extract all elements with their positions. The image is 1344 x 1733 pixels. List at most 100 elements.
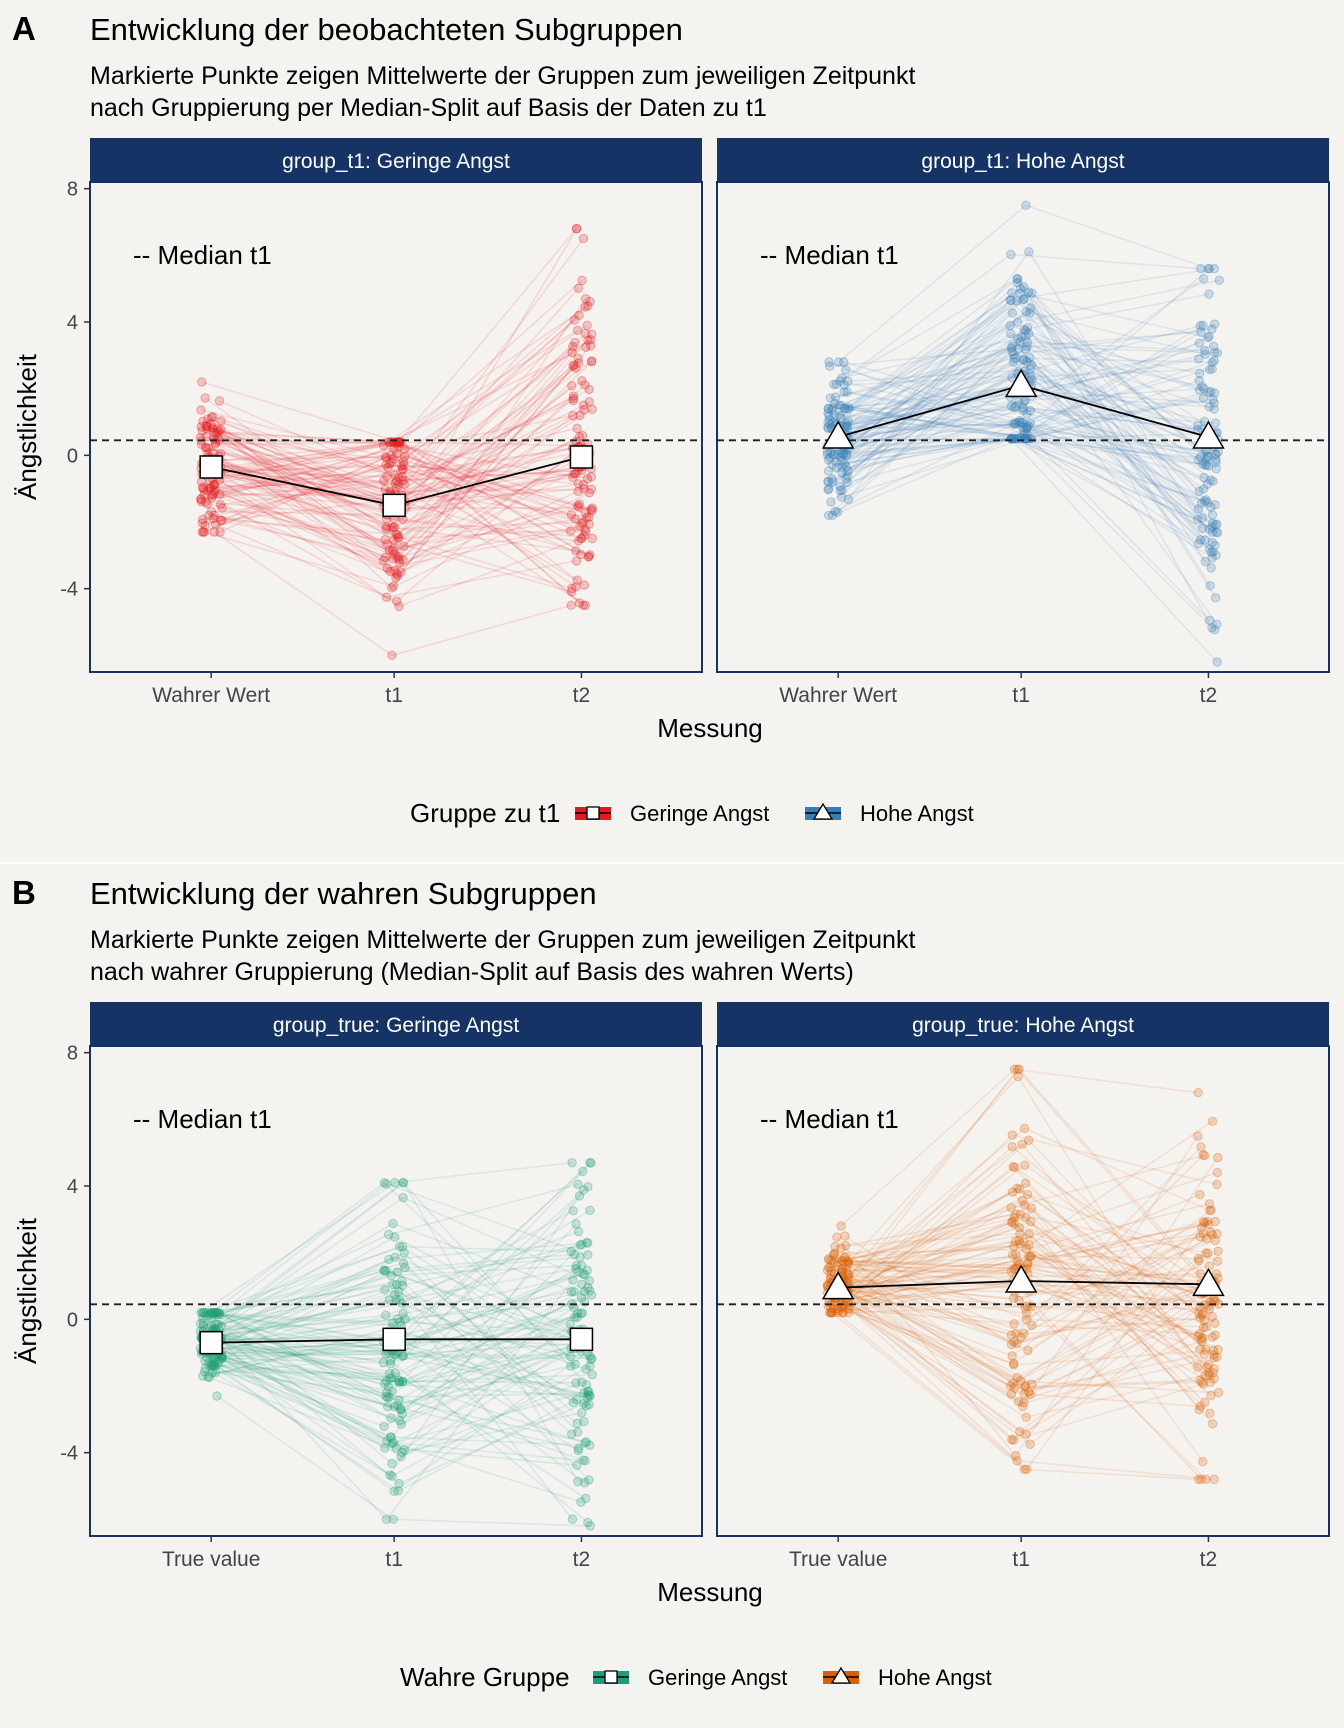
observation-point <box>1199 472 1209 483</box>
observation-point <box>398 476 408 486</box>
observation-point <box>565 1351 576 1362</box>
observation-point <box>197 482 208 493</box>
observation-point <box>1022 433 1032 444</box>
observation-point <box>1195 452 1206 462</box>
trajectory-line <box>207 319 576 492</box>
trajectory-line <box>220 441 589 558</box>
trajectory-line <box>827 1291 1201 1408</box>
observation-point <box>1208 1368 1218 1378</box>
observation-point <box>209 479 219 490</box>
legend-label: Geringe Angst <box>648 1665 787 1690</box>
observation-point <box>206 412 217 423</box>
observation-point <box>838 1307 848 1318</box>
trajectory-line <box>211 1323 571 1451</box>
observation-point <box>213 1307 224 1318</box>
trajectory-line <box>845 1288 1204 1441</box>
observation-point <box>1012 433 1022 444</box>
observation-point <box>1019 429 1030 440</box>
observation-point <box>390 1252 400 1262</box>
trajectory-line <box>839 356 1214 524</box>
observation-point <box>582 320 592 331</box>
observation-point <box>207 1367 218 1378</box>
trajectory-line <box>201 228 578 443</box>
observation-point <box>833 357 844 367</box>
observation-point <box>384 1392 394 1402</box>
trajectory-line <box>827 1263 1200 1315</box>
observation-point <box>838 1307 848 1318</box>
trajectory-line <box>845 311 1210 480</box>
observation-point <box>398 456 409 466</box>
observation-point <box>394 1375 404 1385</box>
observation-point <box>1210 1330 1221 1340</box>
observation-point <box>573 283 584 294</box>
observation-point <box>1021 1244 1031 1255</box>
observation-point <box>1012 274 1022 284</box>
trajectory-line <box>201 1256 581 1353</box>
observation-point <box>585 1391 595 1402</box>
observation-point <box>216 515 226 526</box>
observation-point <box>1014 397 1024 407</box>
observation-point <box>843 402 854 413</box>
observation-point <box>1209 1373 1219 1384</box>
observation-point <box>571 556 582 566</box>
observation-point <box>1009 1212 1019 1223</box>
observation-point <box>214 396 225 406</box>
observation-point <box>833 1258 843 1268</box>
observation-point <box>1015 1239 1025 1249</box>
observation-point <box>197 527 207 537</box>
observation-point <box>386 1432 396 1442</box>
observation-point <box>574 1191 585 1201</box>
trajectory-line <box>219 455 593 512</box>
trajectory-line <box>847 1145 1213 1318</box>
trajectory-line <box>833 1254 1204 1387</box>
observation-point <box>388 522 398 532</box>
observation-point <box>196 405 206 415</box>
observation-point <box>1196 498 1207 509</box>
observation-point <box>569 1287 579 1297</box>
observation-point <box>837 373 847 383</box>
observation-point <box>1006 295 1016 306</box>
observation-point <box>388 581 399 591</box>
trajectory-line <box>216 1395 591 1527</box>
observation-point <box>1021 200 1031 211</box>
observation-point <box>1022 341 1032 351</box>
observation-point <box>835 452 846 463</box>
trajectory-line <box>846 335 1210 436</box>
trajectory-line <box>835 345 1207 466</box>
trajectory-line <box>217 441 590 525</box>
observation-point <box>1213 1344 1223 1355</box>
observation-point <box>1204 544 1214 554</box>
observation-point <box>1009 1319 1019 1329</box>
observation-point <box>841 1265 852 1275</box>
observation-point <box>1211 457 1221 467</box>
trajectory-line <box>841 1286 1212 1433</box>
observation-point <box>384 459 395 469</box>
trajectory-line <box>828 350 1214 516</box>
observation-point <box>1006 1266 1017 1277</box>
trajectory-line <box>202 357 579 552</box>
observation-point <box>207 1307 217 1318</box>
trajectory-line <box>830 1273 1201 1388</box>
observation-point <box>1014 1223 1025 1233</box>
observation-point <box>390 478 400 489</box>
trajectory-line <box>829 1075 1199 1368</box>
observation-point <box>575 521 585 532</box>
trajectory-line <box>212 1371 584 1461</box>
trajectory-line <box>202 305 589 443</box>
observation-point <box>1198 393 1209 404</box>
observation-point <box>1006 249 1016 260</box>
observation-point <box>841 418 851 428</box>
observation-point <box>576 533 587 544</box>
trajectory-line <box>842 281 1217 599</box>
observation-point <box>1020 344 1031 354</box>
observation-point <box>206 483 216 493</box>
observation-point <box>1011 1328 1021 1339</box>
trajectory-line <box>839 290 1207 563</box>
observation-point <box>1203 1248 1213 1258</box>
observation-point <box>1010 1451 1021 1461</box>
trajectory-line <box>827 1283 1214 1366</box>
trajectory-line <box>844 1243 1202 1340</box>
observation-point <box>1193 1331 1203 1341</box>
observation-point <box>1008 1435 1019 1445</box>
